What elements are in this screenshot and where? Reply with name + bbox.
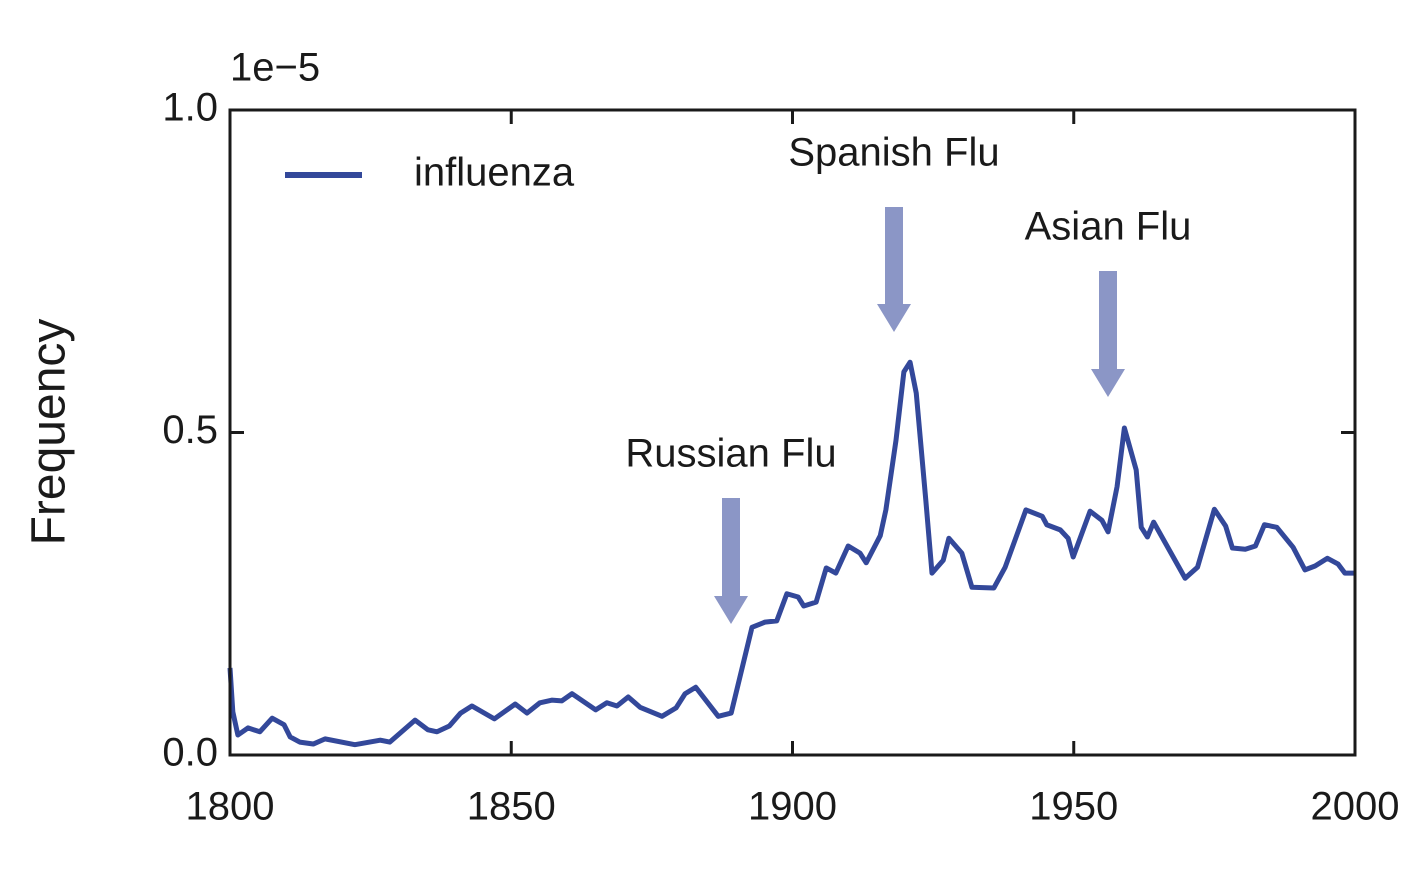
arrow <box>1091 271 1125 397</box>
y-tick-label: 0.5 <box>162 408 218 452</box>
x-tick-label: 1900 <box>748 785 837 829</box>
x-tick-label: 1850 <box>467 785 556 829</box>
plot-area <box>230 110 1355 755</box>
arrows <box>714 207 1125 624</box>
x-tick-label: 1950 <box>1029 785 1118 829</box>
legend-label: influenza <box>414 151 575 195</box>
plot-frame <box>228 108 1357 757</box>
y-axis-label: Frequency <box>23 319 76 546</box>
annotation: Spanish Flu <box>788 131 999 175</box>
y-offset-label: 1e−5 <box>230 46 320 90</box>
data-line <box>227 359 1355 748</box>
x-tick-label: 2000 <box>1311 785 1400 829</box>
arrow <box>877 207 911 332</box>
annotation: Asian Flu <box>1025 205 1192 249</box>
arrow <box>714 498 748 624</box>
y-tick-label: 0.0 <box>162 731 218 775</box>
y-tick-label: 1.0 <box>162 86 218 130</box>
x-tick-label: 1800 <box>186 785 275 829</box>
annotation: Russian Flu <box>625 432 836 476</box>
